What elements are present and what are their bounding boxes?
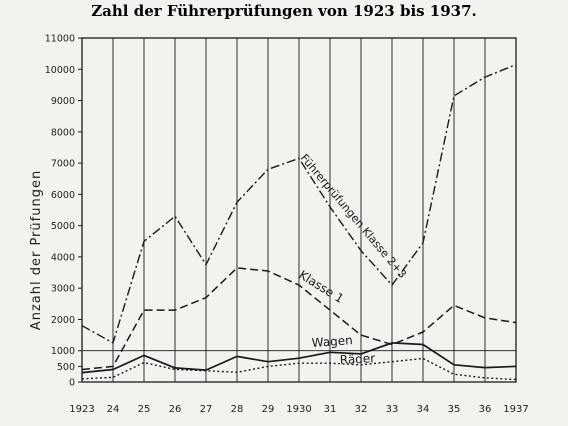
x-tick-label: 25 <box>138 404 151 415</box>
x-tick-label: 29 <box>262 404 275 415</box>
series-line-1 <box>81 63 517 344</box>
annotation-raeder: Räder <box>339 351 375 367</box>
y-tick-label: 1000 <box>51 346 75 357</box>
y-tick-label: 5000 <box>51 221 75 232</box>
x-tick-label: 34 <box>417 404 430 415</box>
x-tick-label: 31 <box>324 404 337 415</box>
grid <box>81 37 517 383</box>
x-tick-label: 1930 <box>286 404 311 415</box>
x-tick-label: 32 <box>355 404 368 415</box>
annotation-klasse1: Klasse 1 <box>296 268 346 306</box>
y-tick-label: 6000 <box>51 190 75 201</box>
y-tick-label: 3000 <box>51 284 75 295</box>
x-tick-label: 36 <box>479 404 492 415</box>
series-line-3 <box>81 342 517 374</box>
y-axis-label: Anzahl der Prüfungen <box>29 170 44 330</box>
y-tick-label: 11000 <box>45 34 75 45</box>
x-axis-ticks: 1923 24 25 26 27 28 29 1930 31 32 33 34 35 36 1937 <box>69 404 528 415</box>
y-tick-label: 4000 <box>51 252 75 263</box>
x-tick-label: 1937 <box>503 404 528 415</box>
y-tick-label: 500 <box>57 362 75 373</box>
x-tick-label: 26 <box>169 404 182 415</box>
x-tick-label: 24 <box>107 404 120 415</box>
y-tick-label: 7000 <box>51 159 75 170</box>
y-tick-label: 10000 <box>45 65 75 76</box>
y-tick-label: 2000 <box>51 315 75 326</box>
chart-title: Zahl der Führerprüfungen von 1923 bis 19… <box>91 2 477 20</box>
y-axis-ticks: 0 500 1000 2000 3000 4000 5000 6000 7000 8000 9000… <box>45 34 82 389</box>
y-tick-label: 8000 <box>51 127 75 138</box>
x-tick-label: 1923 <box>69 404 94 415</box>
annotation-wagen: Wagen <box>311 333 353 350</box>
y-tick-label: 0 <box>69 378 75 389</box>
series-line-4 <box>81 357 517 381</box>
series-line-2 <box>81 267 517 371</box>
series-lines <box>81 63 517 381</box>
x-tick-label: 33 <box>386 404 399 415</box>
y-tick-label: 9000 <box>51 96 75 107</box>
x-tick-label: 28 <box>231 404 244 415</box>
x-tick-label: 27 <box>200 404 213 415</box>
x-tick-label: 35 <box>448 404 461 415</box>
